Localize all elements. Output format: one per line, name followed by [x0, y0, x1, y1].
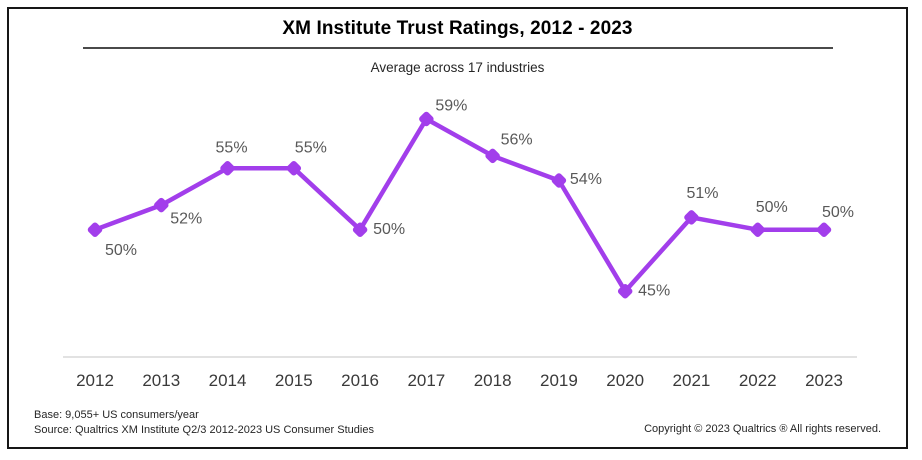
- data-point-marker: [87, 222, 103, 237]
- data-point-marker: [352, 222, 368, 237]
- data-point-label: 59%: [435, 98, 467, 115]
- x-axis-tick-label: 2019: [540, 371, 578, 390]
- data-point-label: 51%: [686, 185, 718, 202]
- x-axis-tick-label: 2018: [474, 371, 512, 390]
- trust-line-series: [92, 116, 827, 294]
- data-point-label: 45%: [638, 283, 670, 300]
- footer-notes: Base: 9,055+ US consumers/year Source: Q…: [34, 408, 374, 437]
- data-point-marker: [816, 222, 832, 237]
- data-point-label: 54%: [570, 171, 602, 188]
- data-point-label: 55%: [216, 140, 248, 157]
- data-point-marker: [419, 111, 434, 127]
- x-axis-tick-label: 2014: [209, 371, 247, 390]
- data-point-label: 50%: [756, 199, 788, 216]
- copyright-note: Copyright © 2023 Qualtrics ® All rights …: [644, 423, 881, 435]
- data-point-label: 55%: [295, 140, 327, 157]
- data-point-marker: [551, 173, 567, 188]
- x-axis-tick-label: 2013: [142, 371, 180, 390]
- data-point-marker: [750, 222, 765, 237]
- x-axis-tick-label: 2021: [673, 371, 711, 390]
- data-point-marker: [485, 148, 500, 164]
- data-point-marker: [286, 160, 302, 176]
- data-point-marker: [154, 197, 169, 213]
- data-point-marker: [617, 283, 633, 299]
- data-point-label: 56%: [501, 131, 533, 148]
- chart-subtitle: Average across 17 industries: [370, 60, 545, 75]
- x-axis-tick-label: 2020: [606, 371, 644, 390]
- data-point-label: 52%: [170, 211, 202, 228]
- source-note: Source: Qualtrics XM Institute Q2/3 2012…: [34, 423, 374, 436]
- x-axis-tick-label: 2017: [407, 371, 445, 390]
- base-note: Base: 9,055+ US consumers/year: [34, 409, 199, 421]
- data-point-marker: [220, 160, 235, 176]
- x-axis-tick-label: 2022: [739, 371, 777, 390]
- title-underline: [82, 47, 833, 49]
- data-point-label: 50%: [373, 221, 405, 238]
- data-point-label: 50%: [105, 242, 137, 259]
- x-axis-tick-label: 2016: [341, 371, 379, 390]
- chart-title: XM Institute Trust Ratings, 2012 - 2023: [282, 18, 633, 39]
- x-axis-tick-label: 2023: [805, 371, 843, 390]
- data-point-marker: [684, 210, 699, 225]
- data-point-label: 50%: [822, 204, 854, 221]
- x-axis-tick-label: 2012: [76, 371, 114, 390]
- x-axis-tick-label: 2015: [275, 371, 313, 390]
